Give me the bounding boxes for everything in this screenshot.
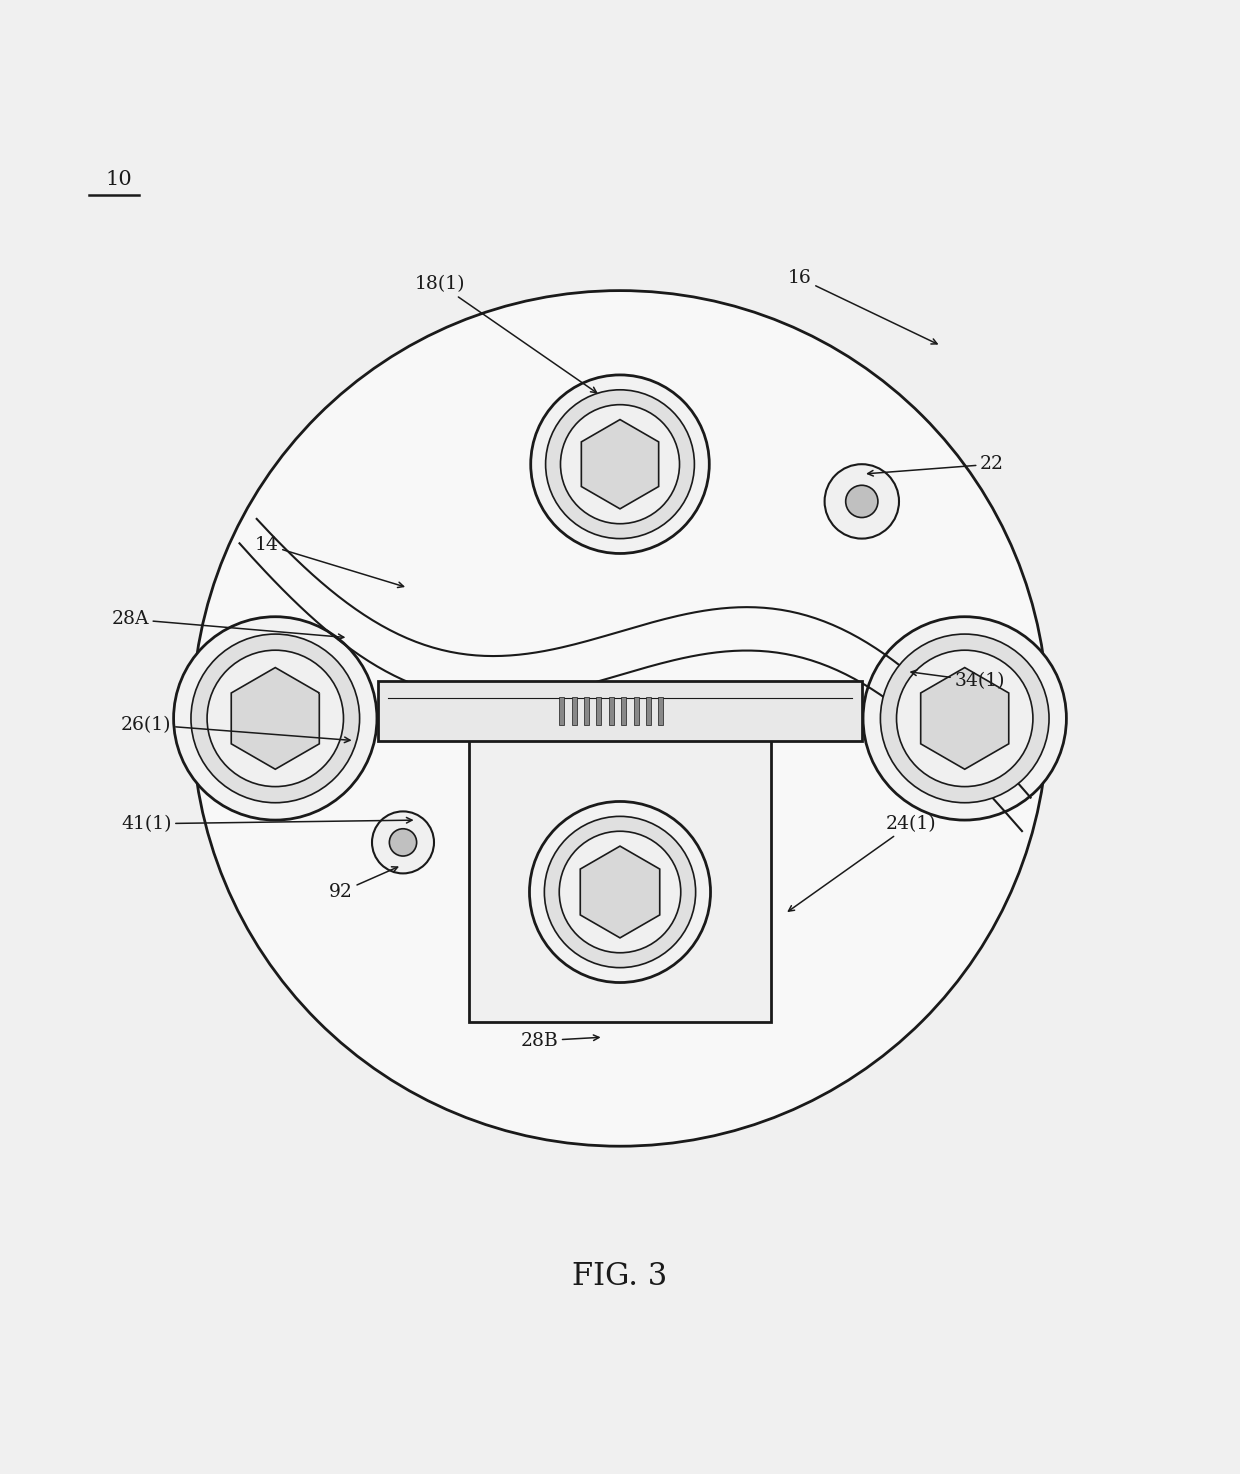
- Circle shape: [174, 616, 377, 820]
- Circle shape: [559, 831, 681, 952]
- Polygon shape: [582, 420, 658, 509]
- Circle shape: [560, 405, 680, 523]
- Circle shape: [372, 811, 434, 874]
- Text: 16: 16: [787, 270, 937, 343]
- Circle shape: [825, 464, 899, 538]
- Bar: [646, 697, 651, 725]
- Bar: [609, 697, 614, 725]
- Text: 41(1): 41(1): [122, 815, 412, 833]
- Circle shape: [544, 817, 696, 967]
- Circle shape: [192, 290, 1048, 1147]
- Text: 34(1): 34(1): [911, 671, 1004, 690]
- Text: FIG. 3: FIG. 3: [573, 1260, 667, 1291]
- Text: 92: 92: [329, 867, 398, 901]
- Circle shape: [389, 828, 417, 856]
- Bar: [378, 681, 862, 741]
- Bar: [621, 697, 626, 725]
- Text: 28B: 28B: [521, 1032, 599, 1049]
- Circle shape: [191, 634, 360, 803]
- Text: 26(1): 26(1): [122, 715, 350, 743]
- Polygon shape: [920, 668, 1009, 769]
- Text: 10: 10: [105, 170, 133, 189]
- Circle shape: [880, 634, 1049, 803]
- Circle shape: [529, 802, 711, 983]
- Bar: [469, 715, 771, 1021]
- Bar: [596, 697, 601, 725]
- Text: 24(1): 24(1): [789, 815, 936, 911]
- Text: 18(1): 18(1): [415, 276, 596, 392]
- Circle shape: [207, 650, 343, 787]
- Polygon shape: [231, 668, 320, 769]
- Bar: [658, 697, 663, 725]
- Text: 22: 22: [868, 455, 1004, 476]
- Bar: [634, 697, 639, 725]
- Text: 14: 14: [254, 537, 403, 588]
- Circle shape: [531, 374, 709, 553]
- Circle shape: [546, 389, 694, 538]
- Bar: [572, 697, 577, 725]
- Circle shape: [863, 616, 1066, 820]
- Circle shape: [846, 485, 878, 517]
- Bar: [559, 697, 564, 725]
- Text: 28A: 28A: [112, 610, 343, 640]
- Circle shape: [897, 650, 1033, 787]
- Bar: [584, 697, 589, 725]
- Polygon shape: [580, 846, 660, 937]
